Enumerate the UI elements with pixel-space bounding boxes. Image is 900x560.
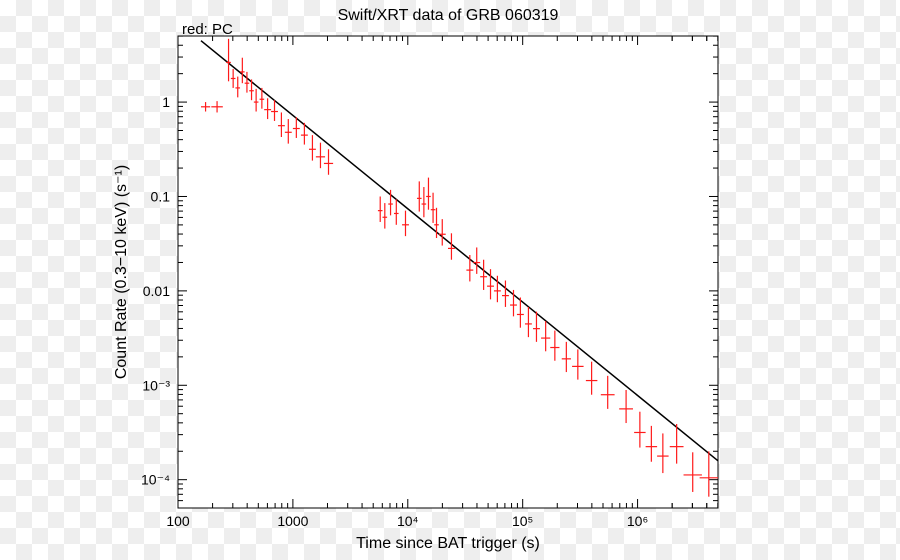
y-axis-label: Count Rate (0.3−10 keV) (s⁻¹)	[113, 165, 130, 379]
y-tick-label: 0.1	[151, 188, 171, 204]
x-axis-label: Time since BAT trigger (s)	[356, 535, 540, 552]
y-tick-label: 1	[162, 94, 170, 110]
x-tick-label: 100	[166, 513, 190, 529]
plot-area	[178, 36, 718, 508]
chart-svg: 100 1000 10⁴ 10⁵ 10⁶ 10⁻⁴ 10⁻³ 0.01 0.1 1 Swift/XR…	[0, 0, 900, 560]
x-tick-label: 10⁵	[512, 513, 533, 529]
chart-title: Swift/XRT data of GRB 060319	[338, 7, 559, 24]
y-tick-label: 0.01	[143, 283, 170, 299]
y-tick-label: 10⁻³	[142, 377, 170, 393]
y-tick-label: 10⁻⁴	[141, 472, 170, 488]
legend-text: red: PC	[182, 21, 233, 38]
x-tick-label: 10⁶	[627, 513, 648, 529]
x-tick-label: 10⁴	[397, 513, 419, 529]
x-tick-label: 1000	[277, 513, 308, 529]
